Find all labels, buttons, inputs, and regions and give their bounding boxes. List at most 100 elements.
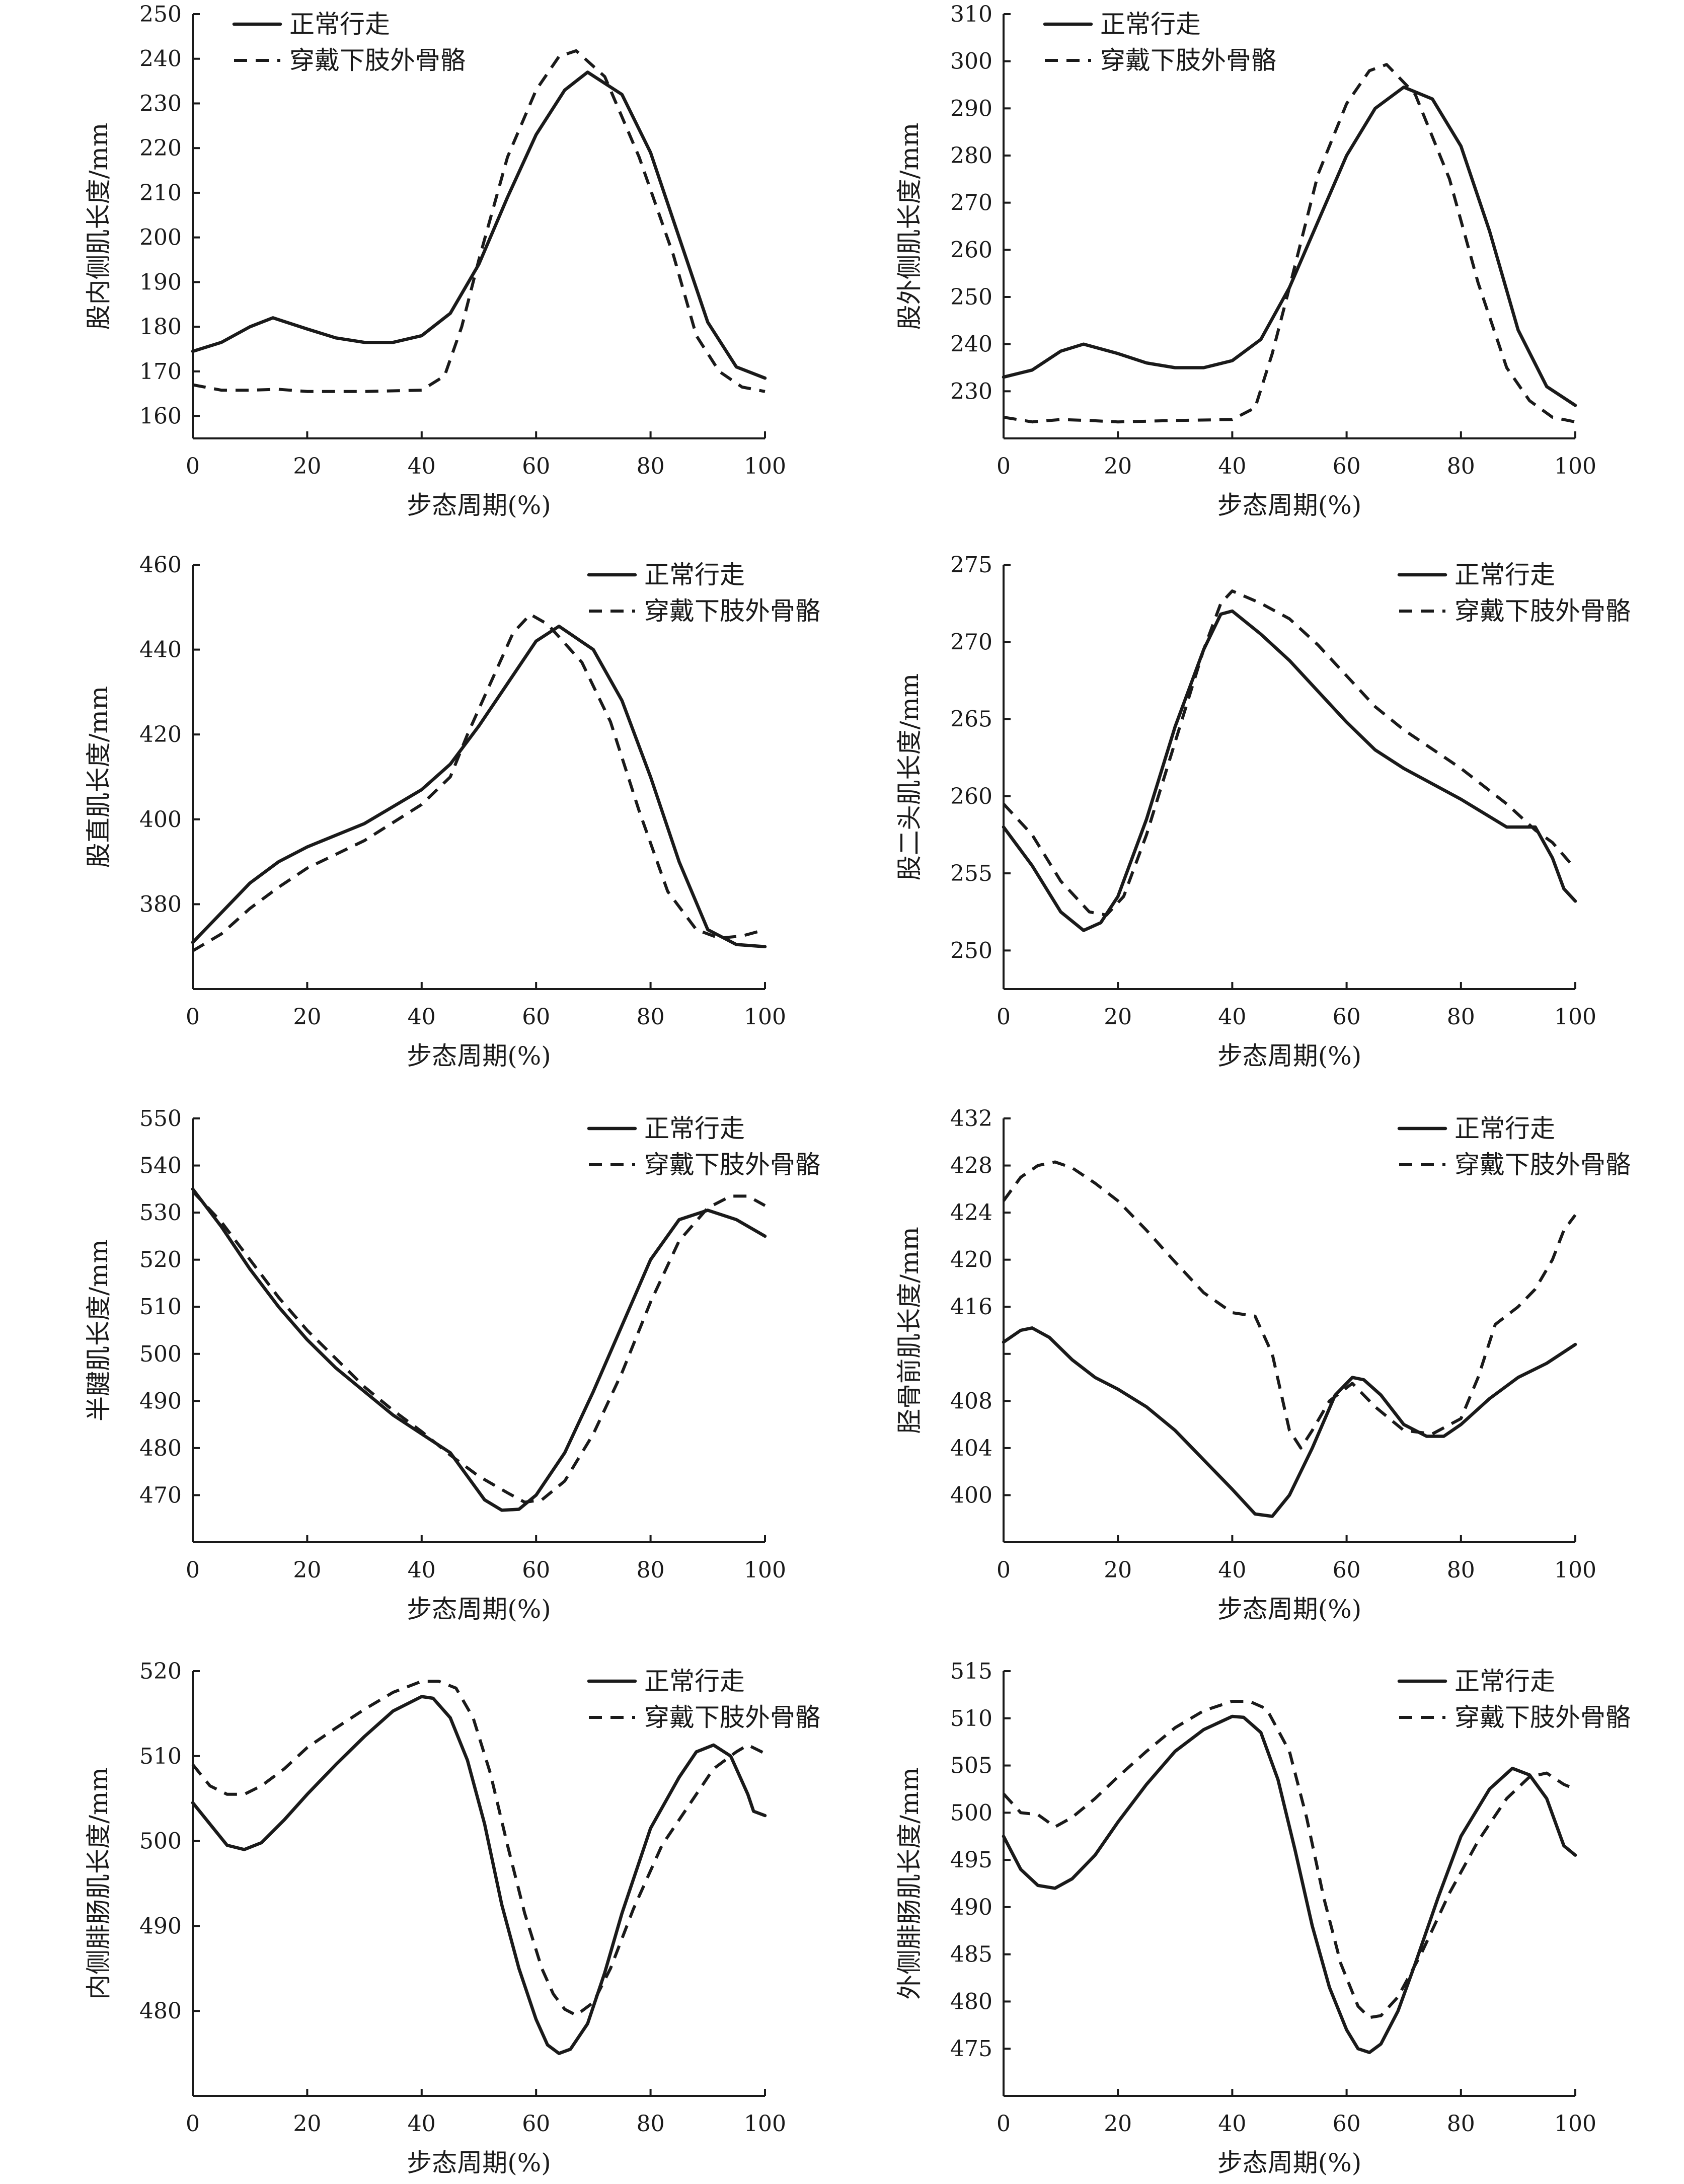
y-tick-label: 250	[950, 284, 992, 310]
x-axis-title: 步态周期(%)	[1217, 491, 1362, 520]
x-axis-title: 步态周期(%)	[407, 1041, 551, 1071]
x-tick-label: 20	[1104, 454, 1132, 479]
x-tick-label: 100	[1554, 454, 1596, 479]
y-tick-label: 500	[950, 1800, 992, 1826]
y-tick-label: 300	[950, 49, 992, 74]
x-tick-label: 80	[1447, 1557, 1475, 1583]
x-tick-label: 100	[1554, 1004, 1596, 1030]
chart-panel-6: 0 20 40 60 80 100 400 404 408 416 420 424 428 432 步态周期…	[895, 1106, 1631, 1624]
y-axis-title: 内侧腓肠肌长度/mm	[84, 1767, 113, 2000]
legend-label-exo: 穿戴下肢外骨骼	[1455, 1703, 1631, 1732]
x-tick-label: 100	[744, 1557, 786, 1583]
y-tick-label: 475	[950, 2036, 992, 2062]
x-tick-label: 80	[637, 1004, 665, 1030]
y-tick-label: 404	[950, 1436, 992, 1461]
y-tick-label: 230	[950, 379, 992, 404]
x-tick-label: 40	[1218, 1557, 1246, 1583]
x-tick-label: 80	[1447, 454, 1475, 479]
series-line-exoskeleton	[1002, 1160, 1577, 1450]
y-tick-label: 250	[950, 938, 992, 963]
y-tick-label: 260	[950, 784, 992, 809]
x-tick-label: 20	[293, 454, 321, 479]
legend-label-normal: 正常行走	[1455, 1667, 1555, 1696]
legend-label-normal: 正常行走	[1100, 10, 1201, 39]
x-axis-title: 步态周期(%)	[407, 1595, 551, 1624]
y-tick-label: 160	[139, 404, 182, 429]
y-tick-label: 500	[139, 1829, 182, 1854]
series-line-exoskeleton	[1002, 1700, 1576, 2019]
y-tick-label: 210	[139, 180, 182, 206]
x-tick-label: 60	[522, 2111, 550, 2137]
x-tick-label: 20	[293, 1557, 321, 1583]
y-tick-label: 420	[139, 722, 182, 747]
x-tick-label: 60	[1333, 1557, 1361, 1583]
legend-label-normal: 正常行走	[644, 560, 745, 589]
legend-label-exo: 穿戴下肢外骨骼	[644, 1150, 820, 1179]
y-tick-label: 550	[139, 1106, 182, 1132]
y-tick-label: 420	[950, 1247, 992, 1273]
y-tick-label: 515	[950, 1659, 992, 1684]
y-tick-label: 485	[950, 1942, 992, 1968]
x-tick-label: 0	[997, 1004, 1011, 1030]
y-tick-label: 490	[950, 1895, 992, 1920]
y-tick-label: 310	[950, 2, 992, 27]
x-tick-label: 0	[186, 454, 200, 479]
y-tick-label: 290	[950, 96, 992, 121]
y-tick-label: 400	[950, 1482, 992, 1508]
x-axis-title: 步态周期(%)	[407, 491, 551, 520]
x-tick-label: 40	[408, 454, 436, 479]
y-axis-title: 股内侧肌长度/mm	[84, 123, 113, 330]
x-tick-label: 20	[1104, 1557, 1132, 1583]
y-tick-label: 530	[139, 1200, 182, 1226]
y-tick-label: 380	[139, 891, 182, 917]
series-line-normal-walking	[1002, 609, 1577, 932]
x-tick-label: 20	[1104, 2111, 1132, 2137]
series-line-normal-walking	[191, 70, 767, 380]
series-line-exoskeleton	[191, 1190, 766, 1504]
x-tick-label: 40	[408, 1004, 436, 1030]
y-tick-label: 540	[139, 1153, 182, 1179]
series-line-normal-walking	[1002, 1714, 1577, 2054]
series-line-normal-walking	[191, 1187, 767, 1512]
y-tick-label: 270	[950, 190, 992, 216]
x-axis-title: 步态周期(%)	[1217, 1595, 1362, 1624]
y-tick-label: 432	[950, 1106, 992, 1132]
y-tick-label: 230	[139, 91, 182, 116]
y-tick-label: 510	[139, 1294, 182, 1320]
y-tick-label: 424	[950, 1200, 992, 1226]
y-tick-label: 500	[139, 1341, 182, 1367]
chart-panel-3: 0 20 40 60 80 100 380 400 420 440 460 步态周期(%) 股直肌长度/…	[84, 552, 820, 1071]
x-tick-label: 20	[293, 2111, 321, 2137]
x-tick-label: 0	[186, 2111, 200, 2137]
legend-label-normal: 正常行走	[1455, 560, 1555, 589]
x-tick-label: 80	[637, 454, 665, 479]
y-tick-label: 180	[139, 314, 182, 340]
series-line-normal-walking	[191, 624, 767, 948]
y-tick-label: 490	[139, 1913, 182, 1939]
y-tick-label: 480	[139, 1998, 182, 2024]
series-line-normal-walking	[1002, 1326, 1577, 1518]
x-tick-label: 40	[1218, 2111, 1246, 2137]
x-tick-label: 100	[744, 2111, 786, 2137]
y-tick-label: 265	[950, 707, 992, 732]
y-tick-label: 240	[139, 46, 182, 72]
legend-label-normal: 正常行走	[289, 10, 390, 39]
y-tick-label: 170	[139, 359, 182, 385]
y-tick-label: 416	[950, 1294, 992, 1320]
y-tick-label: 495	[950, 1847, 992, 1873]
y-tick-label: 270	[950, 629, 992, 655]
y-tick-label: 480	[950, 1989, 992, 2014]
y-tick-label: 440	[139, 637, 182, 663]
chart-panel-8: 0 20 40 60 80 100 475 480 485 490 495 500 505 510 515 步…	[895, 1659, 1631, 2177]
y-axis-title: 外侧腓肠肌长度/mm	[895, 1767, 924, 2000]
series-line-exoskeleton	[192, 49, 766, 393]
y-axis-title: 半腱肌长度/mm	[84, 1239, 113, 1421]
x-tick-label: 0	[997, 454, 1011, 479]
y-tick-label: 275	[950, 552, 992, 578]
x-tick-label: 0	[186, 1557, 200, 1583]
